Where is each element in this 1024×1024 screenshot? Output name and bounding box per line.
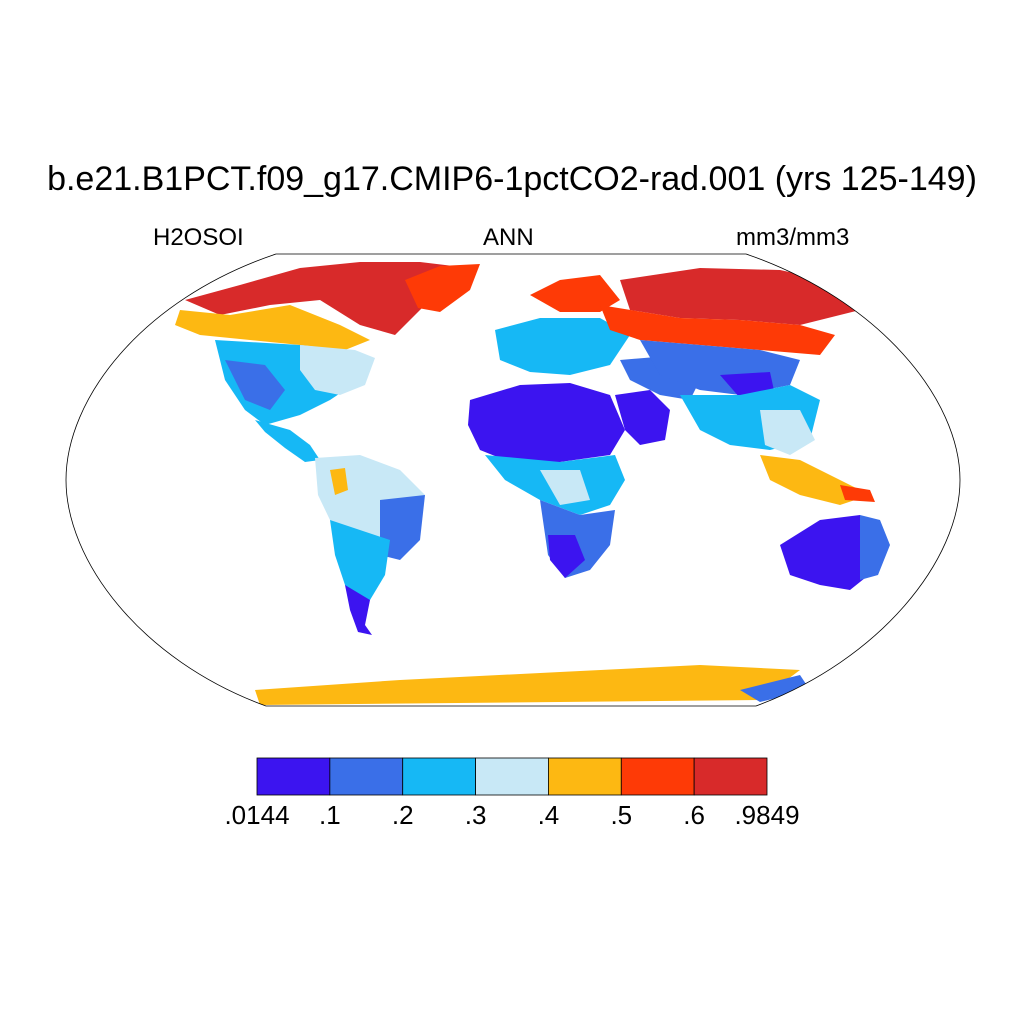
units-label: mm3/mm3 (736, 224, 850, 251)
region-andes-wet (330, 468, 348, 495)
season-label: ANN (483, 224, 534, 251)
colorbar-swatch (693, 757, 768, 796)
colorbar-swatch (402, 757, 476, 796)
colorbar-tick-label: .3 (464, 800, 487, 830)
region-europe (495, 318, 630, 375)
region-australia-east (860, 515, 890, 580)
region-australia-interior (780, 515, 880, 590)
region-kalahari (548, 535, 585, 578)
region-sahel-wet (540, 470, 590, 505)
region-canada-south (175, 305, 370, 350)
colorbar-tick-label: .9849 (734, 800, 800, 830)
region-south-china (760, 410, 815, 455)
region-canada-north (185, 262, 470, 335)
colorbar-swatch (620, 757, 695, 796)
variable-label: H2OSOI (153, 224, 244, 251)
map-outline (65, 253, 961, 707)
colorbar-tick-label: .2 (391, 800, 414, 830)
colorbar-tick-label: .5 (610, 800, 633, 830)
region-sahara (468, 383, 625, 462)
colorbar-tick-label: .4 (537, 800, 560, 830)
colorbar-tick-label: .6 (683, 800, 705, 830)
region-greenland-coast (405, 264, 480, 312)
colorbar-swatch (475, 757, 549, 796)
region-siberia (620, 268, 860, 325)
colorbar (256, 757, 768, 796)
colorbar-swatch (548, 757, 622, 796)
colorbar-tick-label: .1 (319, 800, 341, 830)
region-antarctica-coast (255, 665, 800, 705)
colorbar-tick-label: .0144 (224, 800, 290, 830)
region-central-america (255, 420, 320, 462)
colorbar-swatch (256, 757, 331, 796)
chart-title: b.e21.B1PCT.f09_g17.CMIP6-1pctCO2-rad.00… (47, 160, 977, 198)
region-south-america-south (330, 520, 390, 610)
region-scandinavia (530, 275, 620, 312)
region-eastern-usa (300, 345, 375, 395)
region-siberia-south (600, 305, 835, 355)
colorbar-swatch (329, 757, 404, 796)
region-brazil-east (380, 495, 425, 560)
region-antarctica-edge (740, 675, 810, 702)
region-western-usa (225, 360, 285, 410)
region-patagonia (345, 585, 372, 635)
region-indonesia-wet (840, 485, 875, 502)
land-fill (175, 262, 890, 705)
region-arabian-peninsula (615, 390, 670, 445)
